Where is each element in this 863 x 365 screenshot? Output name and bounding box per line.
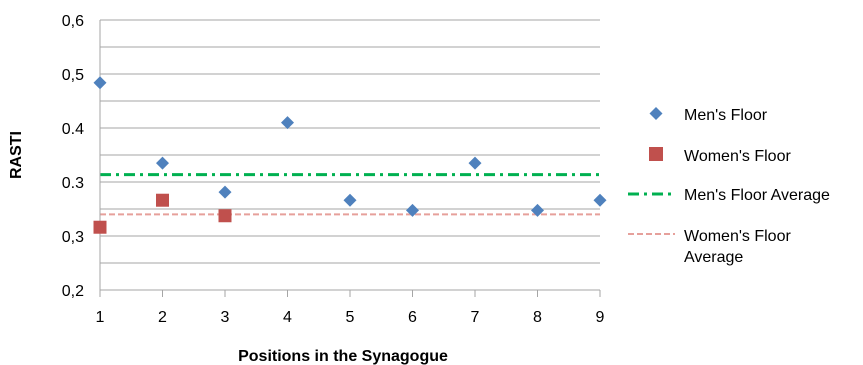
x-tick-label: 8 (533, 309, 542, 326)
x-tick-label: 3 (221, 309, 230, 326)
y-tick-label: 0,5 (62, 67, 84, 84)
womens-floor-point (93, 220, 107, 234)
legend-mens-floor-label: Men's Floor (684, 107, 768, 124)
y-tick-label: 0,2 (62, 283, 84, 300)
legend: Men's Floor Women's Floor Men's Floor Aver… (628, 107, 830, 266)
womens-floor-point (156, 193, 169, 207)
legend-womens-floor-marker (649, 147, 663, 161)
x-tick-labels: 1 2 3 4 5 6 7 8 9 (96, 309, 605, 326)
y-tick-labels: 0,2 0,3 0.3 0.4 0,5 0,6 (62, 13, 84, 300)
legend-mens-average-label: Men's Floor Average (684, 187, 830, 204)
legend-womens-floor-label: Women's Floor (684, 148, 791, 165)
data-points (93, 76, 607, 234)
y-tick-label: 0.3 (62, 175, 84, 192)
average-lines (100, 173, 600, 216)
y-axis-title: RASTI (8, 131, 25, 179)
legend-mens-floor-marker (649, 107, 663, 120)
womens-floor-point (218, 209, 232, 223)
x-tick-label: 4 (283, 309, 292, 326)
mens-floor-point (406, 203, 419, 217)
y-tick-label: 0,6 (62, 13, 84, 30)
x-tick-label: 9 (596, 309, 605, 326)
gridlines (100, 19, 600, 264)
mens-floor-point (593, 193, 607, 207)
mens-floor-point (93, 76, 107, 90)
x-tick-label: 6 (408, 309, 417, 326)
legend-womens-average-label: Women's Floor (684, 228, 791, 245)
axes (99, 20, 601, 297)
x-tick-label: 7 (471, 309, 480, 326)
x-tick-label: 1 (96, 309, 105, 326)
y-tick-label: 0,3 (62, 229, 84, 246)
mens-floor-point (343, 193, 357, 207)
mens-floor-point (218, 185, 232, 199)
mens-floor-point (531, 203, 544, 217)
x-axis-title: Positions in the Synagogue (238, 348, 448, 365)
mens-floor-point (468, 156, 482, 170)
x-tick-label: 5 (346, 309, 355, 326)
legend-womens-average-label: Average (684, 249, 743, 266)
x-tick-label: 2 (158, 309, 167, 326)
y-tick-label: 0.4 (62, 121, 84, 138)
mens-floor-point (156, 156, 169, 170)
mens-floor-point (281, 116, 294, 130)
